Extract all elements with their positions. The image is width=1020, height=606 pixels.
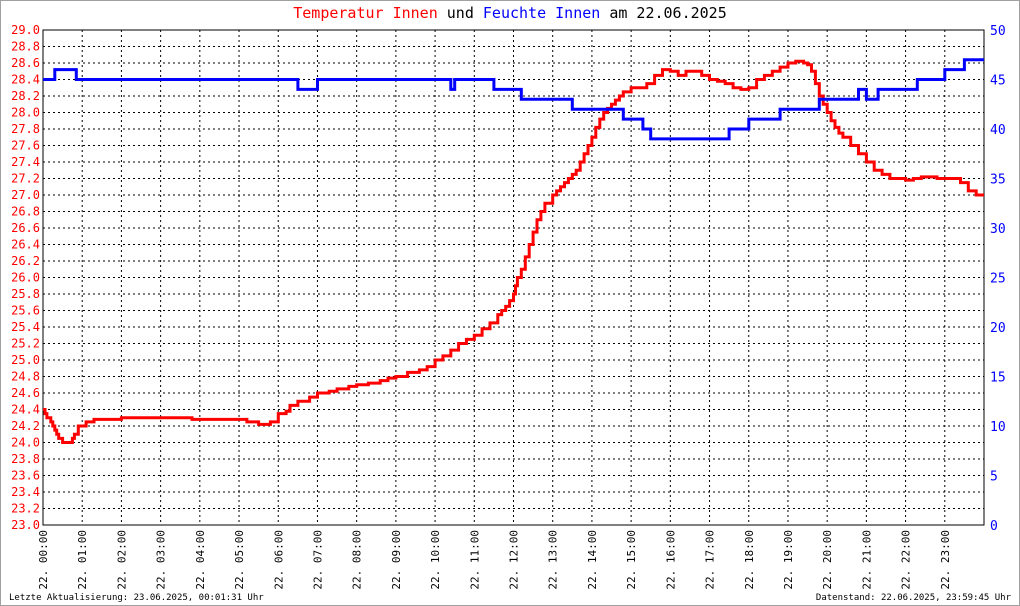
y-axis-left-ticks: 23.0 23.2 23.4 23.6 23.8 24.0 24.2 24.4 24.6 24.8…: [11, 23, 40, 532]
x-tick-label: 22. 01:00: [76, 530, 89, 590]
x-tick-label: 22. 18:00: [743, 530, 756, 590]
y-left-tick-label: 23.8: [11, 452, 40, 466]
y-left-tick-label: 26.6: [11, 221, 40, 235]
footer-last-update: Letzte Aktualisierung: 23.06.2025, 00:01…: [9, 593, 264, 603]
title-connector: und: [437, 4, 483, 22]
x-tick-label: 22. 14:00: [586, 530, 599, 590]
title-date: am 22.06.2025: [600, 4, 727, 22]
y-left-tick-label: 25.2: [11, 337, 40, 351]
x-tick-label: 22. 15:00: [625, 530, 638, 590]
x-tick-label: 22. 23:00: [939, 530, 952, 590]
y-left-tick-label: 24.8: [11, 370, 40, 384]
y-left-tick-label: 27.0: [11, 188, 40, 202]
y-left-tick-label: 27.8: [11, 122, 40, 136]
y-right-tick-label: 40: [990, 123, 1006, 138]
series-line-humidity: [43, 58, 984, 141]
y-left-tick-label: 28.4: [11, 73, 40, 87]
y-right-tick-label: 15: [990, 371, 1006, 386]
x-tick-label: 22. 08:00: [351, 530, 364, 590]
x-tick-label: 22. 22:00: [900, 530, 913, 590]
x-tick-label: 22. 13:00: [547, 530, 560, 590]
y-left-tick-label: 25.6: [11, 304, 40, 318]
x-tick-label: 22. 09:00: [390, 530, 403, 590]
y-right-tick-label: 35: [990, 173, 1006, 188]
y-left-tick-label: 23.0: [11, 518, 40, 532]
y-left-tick-label: 23.2: [11, 502, 40, 516]
y-right-tick-label: 30: [990, 222, 1006, 237]
x-tick-label: 22. 07:00: [311, 530, 324, 590]
y-right-tick-label: 25: [990, 272, 1006, 287]
y-left-tick-label: 27.6: [11, 139, 40, 153]
y-left-tick-label: 28.6: [11, 56, 40, 70]
y-left-tick-label: 24.2: [11, 419, 40, 433]
grid-lines: [43, 30, 984, 525]
y-right-tick-label: 5: [990, 470, 998, 485]
x-tick-label: 22. 06:00: [272, 530, 285, 590]
x-tick-label: 22. 05:00: [233, 530, 246, 590]
y-right-tick-label: 45: [990, 74, 1006, 89]
y-axis-right-ticks: 0 5 10 15 20 25 30 35 40 45 50: [990, 24, 1006, 534]
title-temperature: Temperatur Innen: [293, 4, 438, 22]
y-left-tick-label: 25.0: [11, 353, 40, 367]
x-tick-label: 22. 20:00: [821, 530, 834, 590]
x-tick-label: 22. 19:00: [782, 530, 795, 590]
x-tick-label: 22. 10:00: [429, 530, 442, 590]
x-tick-label: 22. 00:00: [37, 530, 50, 590]
axes: [42, 29, 985, 526]
x-tick-label: 22. 12:00: [508, 530, 521, 590]
x-axis-ticks: 22. 00:00 22. 01:00 22. 02:00 22. 03:00 22. …: [37, 530, 952, 590]
x-tick-label: 22. 04:00: [194, 530, 207, 590]
plot-border: [42, 29, 985, 526]
x-tick-label: 22. 02:00: [115, 530, 128, 590]
y-left-tick-label: 24.4: [11, 403, 40, 417]
y-left-tick-label: 28.8: [11, 40, 40, 54]
y-left-tick-label: 25.8: [11, 287, 40, 301]
y-right-tick-label: 20: [990, 321, 1006, 336]
x-tick-label: 22. 21:00: [860, 530, 873, 590]
x-tick-label: 22. 11:00: [468, 530, 481, 590]
x-tick-label: 22. 03:00: [155, 530, 168, 590]
y-right-tick-label: 50: [990, 24, 1006, 39]
y-left-tick-label: 25.4: [11, 320, 40, 334]
y-left-tick-label: 26.8: [11, 205, 40, 219]
x-tick-label: 22. 17:00: [704, 530, 717, 590]
y-left-tick-label: 29.0: [11, 23, 40, 37]
y-left-tick-label: 26.4: [11, 238, 40, 252]
y-left-tick-label: 24.6: [11, 386, 40, 400]
footer-data-status: Datenstand: 22.06.2025, 23:59:45 Uhr: [815, 593, 1011, 603]
y-left-tick-label: 28.2: [11, 89, 40, 103]
y-left-tick-label: 26.2: [11, 254, 40, 268]
chart-title: Temperatur Innen und Feuchte Innen am 22…: [0, 4, 1020, 22]
y-left-tick-label: 23.4: [11, 485, 40, 499]
y-right-tick-label: 10: [990, 420, 1006, 435]
y-left-tick-label: 28.0: [11, 106, 40, 120]
y-left-tick-label: 27.4: [11, 155, 40, 169]
series-lines: [43, 58, 984, 444]
x-tick-label: 22. 16:00: [664, 530, 677, 590]
y-left-tick-label: 27.2: [11, 172, 40, 186]
title-humidity: Feuchte Innen: [482, 4, 601, 22]
y-left-tick-label: 23.6: [11, 469, 40, 483]
y-left-tick-label: 24.0: [11, 436, 40, 450]
y-left-tick-label: 26.0: [11, 271, 40, 285]
series-line-temperature: [43, 59, 984, 444]
y-right-tick-label: 0: [990, 519, 998, 534]
